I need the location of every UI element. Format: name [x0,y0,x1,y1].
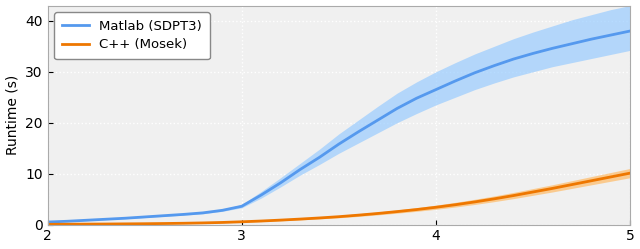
C++ (Mosek) [218,221,226,224]
Matlab (SDPT3) [355,130,362,133]
Matlab (SDPT3) [257,193,265,196]
C++ (Mosek) [316,216,323,219]
C++ (Mosek) [122,222,129,225]
Matlab (SDPT3) [529,52,537,55]
Matlab (SDPT3) [160,214,168,217]
Y-axis label: Runtime (s): Runtime (s) [6,75,20,155]
C++ (Mosek) [257,220,265,223]
C++ (Mosek) [180,222,188,225]
Line: C++ (Mosek): C++ (Mosek) [47,173,630,224]
Matlab (SDPT3) [238,205,246,208]
C++ (Mosek) [335,215,342,218]
Line: Matlab (SDPT3): Matlab (SDPT3) [47,31,630,222]
Matlab (SDPT3) [83,219,90,222]
C++ (Mosek) [432,206,440,209]
Matlab (SDPT3) [180,213,188,216]
C++ (Mosek) [451,203,459,206]
C++ (Mosek) [102,223,109,226]
Matlab (SDPT3) [432,88,440,91]
Matlab (SDPT3) [218,209,226,212]
Matlab (SDPT3) [413,97,420,100]
C++ (Mosek) [44,223,51,226]
C++ (Mosek) [588,179,595,182]
Matlab (SDPT3) [509,58,517,61]
C++ (Mosek) [160,222,168,225]
C++ (Mosek) [529,190,537,193]
C++ (Mosek) [607,176,614,179]
C++ (Mosek) [490,197,498,200]
C++ (Mosek) [413,208,420,211]
C++ (Mosek) [141,222,148,225]
C++ (Mosek) [568,183,575,186]
Matlab (SDPT3) [122,217,129,220]
Matlab (SDPT3) [102,218,109,221]
Matlab (SDPT3) [141,215,148,218]
Matlab (SDPT3) [63,220,71,223]
Matlab (SDPT3) [626,30,634,33]
Matlab (SDPT3) [335,143,342,146]
Matlab (SDPT3) [199,211,207,214]
C++ (Mosek) [238,220,246,223]
Matlab (SDPT3) [393,107,401,110]
C++ (Mosek) [83,223,90,226]
C++ (Mosek) [548,187,556,190]
Matlab (SDPT3) [316,156,323,159]
Matlab (SDPT3) [296,168,304,171]
C++ (Mosek) [509,194,517,197]
C++ (Mosek) [626,172,634,175]
Matlab (SDPT3) [607,34,614,37]
C++ (Mosek) [374,212,381,215]
C++ (Mosek) [199,221,207,224]
Matlab (SDPT3) [276,181,284,184]
C++ (Mosek) [276,219,284,222]
C++ (Mosek) [393,210,401,213]
Legend: Matlab (SDPT3), C++ (Mosek): Matlab (SDPT3), C++ (Mosek) [54,12,210,59]
Matlab (SDPT3) [471,71,479,74]
Matlab (SDPT3) [568,42,575,45]
Matlab (SDPT3) [451,79,459,82]
C++ (Mosek) [471,200,479,203]
Matlab (SDPT3) [548,47,556,50]
Matlab (SDPT3) [588,38,595,41]
Matlab (SDPT3) [374,119,381,122]
C++ (Mosek) [355,214,362,217]
Matlab (SDPT3) [44,221,51,224]
C++ (Mosek) [63,223,71,226]
C++ (Mosek) [296,218,304,221]
Matlab (SDPT3) [490,64,498,67]
